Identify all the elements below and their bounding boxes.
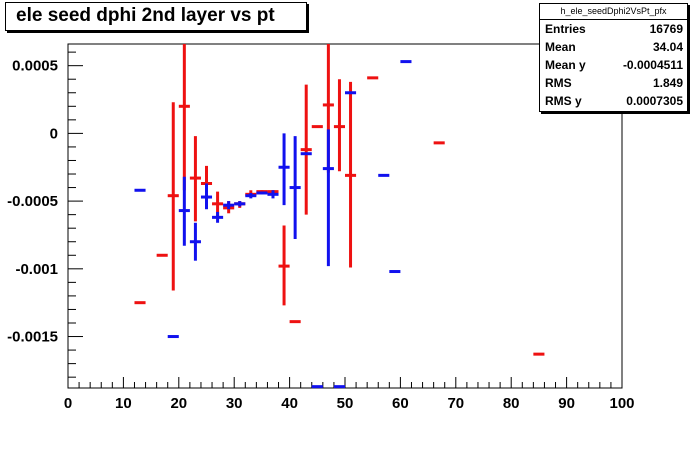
stats-row-entries: Entries 16769	[540, 20, 687, 38]
y-tick-label: 0	[50, 125, 58, 142]
x-tick-label: 30	[226, 395, 243, 412]
x-tick-label: 60	[392, 395, 409, 412]
stats-value: 16769	[649, 22, 683, 36]
x-tick-label: 90	[558, 395, 575, 412]
stats-label: RMS y	[545, 94, 582, 108]
stats-value: 34.04	[652, 40, 683, 54]
stats-box-title: h_ele_seedDphi2VsPt_pfx	[540, 4, 687, 20]
axes: 0 10 20 30 40 50 60 70 80 90 100 0.0005 0 -0.0005 -0.0…	[7, 43, 635, 412]
y-tick-label: -0.0015	[7, 329, 58, 346]
chart-marks	[134, 44, 545, 389]
chart-title-box: ele seed dphi 2nd layer vs pt	[5, 2, 307, 31]
x-tick-label: 10	[115, 395, 132, 412]
x-tick-label: 0	[64, 395, 72, 412]
stats-row-rms: RMS 1.849	[540, 74, 687, 92]
stats-row-rms-y: RMS y 0.0007305	[540, 92, 687, 110]
y-tick-label: -0.0005	[7, 193, 58, 210]
plot-frame	[67, 43, 623, 389]
x-tick-label: 50	[337, 395, 354, 412]
stats-label: Mean	[545, 40, 576, 54]
x-tick-label: 70	[447, 395, 464, 412]
chart-title: ele seed dphi 2nd layer vs pt	[16, 5, 275, 26]
stats-value: 0.0007305	[626, 94, 683, 108]
y-tick-label: -0.001	[15, 261, 58, 278]
stats-label: Mean y	[545, 58, 586, 72]
stats-value: 1.849	[652, 76, 683, 90]
x-tick-label: 100	[609, 395, 634, 412]
y-tick-label: 0.0005	[12, 58, 58, 75]
stats-box: h_ele_seedDphi2VsPt_pfx Entries 16769 Me…	[539, 3, 688, 112]
x-tick-label: 80	[503, 395, 520, 412]
series-1	[134, 60, 412, 389]
stats-row-mean-y: Mean y -0.0004511	[540, 56, 687, 74]
stats-value: -0.0004511	[622, 58, 683, 72]
stats-label: RMS	[545, 76, 572, 90]
stats-label: Entries	[545, 22, 586, 36]
x-tick-label: 20	[170, 395, 187, 412]
x-tick-label: 40	[281, 395, 298, 412]
stats-row-mean: Mean 34.04	[540, 38, 687, 56]
